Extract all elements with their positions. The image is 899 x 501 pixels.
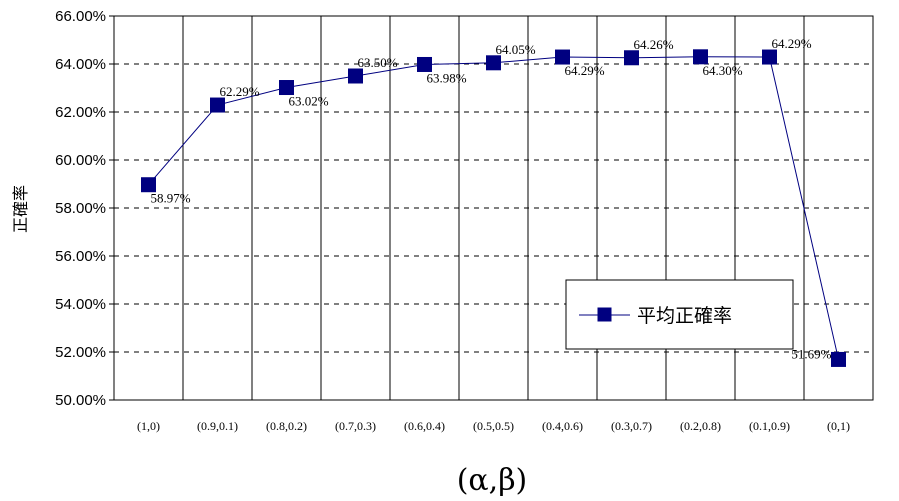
data-point-marker: [279, 80, 294, 96]
data-point-marker: [555, 49, 570, 65]
y-tick-label: 56.00%: [55, 248, 106, 265]
y-tick-label: 50.00%: [55, 392, 106, 409]
y-tick-label: 54.00%: [55, 296, 106, 313]
x-tick-label: (1,0): [137, 419, 160, 433]
x-tick-label: (0.6,0.4): [404, 419, 445, 433]
x-tick-label: (0.1,0.9): [749, 419, 790, 433]
data-label: 64.05%: [496, 42, 536, 57]
x-tick-label: (0.2,0.8): [680, 419, 721, 433]
data-label: 63.02%: [289, 94, 329, 109]
y-tick-label: 64.00%: [55, 56, 106, 73]
y-axis-ticks: 50.00% 52.00% 54.00% 56.00% 58.00% 60.00% 62.0…: [55, 8, 114, 409]
y-tick-label: 58.00%: [55, 200, 106, 217]
data-label: 51.69%: [791, 346, 831, 361]
data-label: 64.30%: [703, 63, 743, 78]
data-point-marker: [486, 55, 501, 71]
x-tick-label: (0.4,0.6): [542, 419, 583, 433]
x-tick-label: (0.3,0.7): [611, 419, 652, 433]
data-label: 58.97%: [151, 191, 191, 206]
y-tick-label: 52.00%: [55, 344, 106, 361]
data-label: 62.29%: [220, 84, 260, 99]
data-label: 64.26%: [634, 37, 674, 52]
data-label: 64.29%: [772, 36, 812, 51]
legend-marker-swatch: [597, 307, 612, 322]
data-point-marker: [210, 97, 225, 113]
data-point-marker: [831, 351, 846, 367]
series-group: [141, 49, 846, 367]
data-point-marker: [417, 56, 432, 72]
x-tick-label: (0.8,0.2): [266, 419, 307, 433]
data-point-marker: [693, 49, 708, 65]
x-axis-ticks: (1,0) (0.9,0.1) (0.8,0.2) (0.7,0.3) (0.6,0.4…: [137, 419, 850, 433]
y-axis-label: 正確率: [11, 185, 30, 233]
x-tick-label: (0.5,0.5): [473, 419, 514, 433]
data-label: 63.98%: [427, 70, 467, 85]
x-tick-label: (0.7,0.3): [335, 419, 376, 433]
legend-entry-label: 平均正確率: [637, 305, 732, 327]
legend: 平均正確率: [565, 279, 794, 350]
data-point-marker: [348, 68, 363, 84]
x-tick-label: (0,1): [827, 419, 850, 433]
y-tick-label: 62.00%: [55, 104, 106, 121]
data-point-marker: [624, 50, 639, 66]
data-point-marker: [141, 177, 156, 193]
x-tick-label: (0.9,0.1): [197, 419, 238, 433]
data-labels: 58.97% 62.29% 63.02% 63.50% 63.98% 64.05% 64.2…: [151, 36, 832, 361]
x-axis-label: (α,β): [457, 463, 528, 498]
data-label: 63.50%: [358, 55, 398, 70]
y-tick-label: 60.00%: [55, 152, 106, 169]
data-point-marker: [762, 49, 777, 65]
data-label: 64.29%: [565, 63, 605, 78]
y-tick-label: 66.00%: [55, 8, 106, 25]
